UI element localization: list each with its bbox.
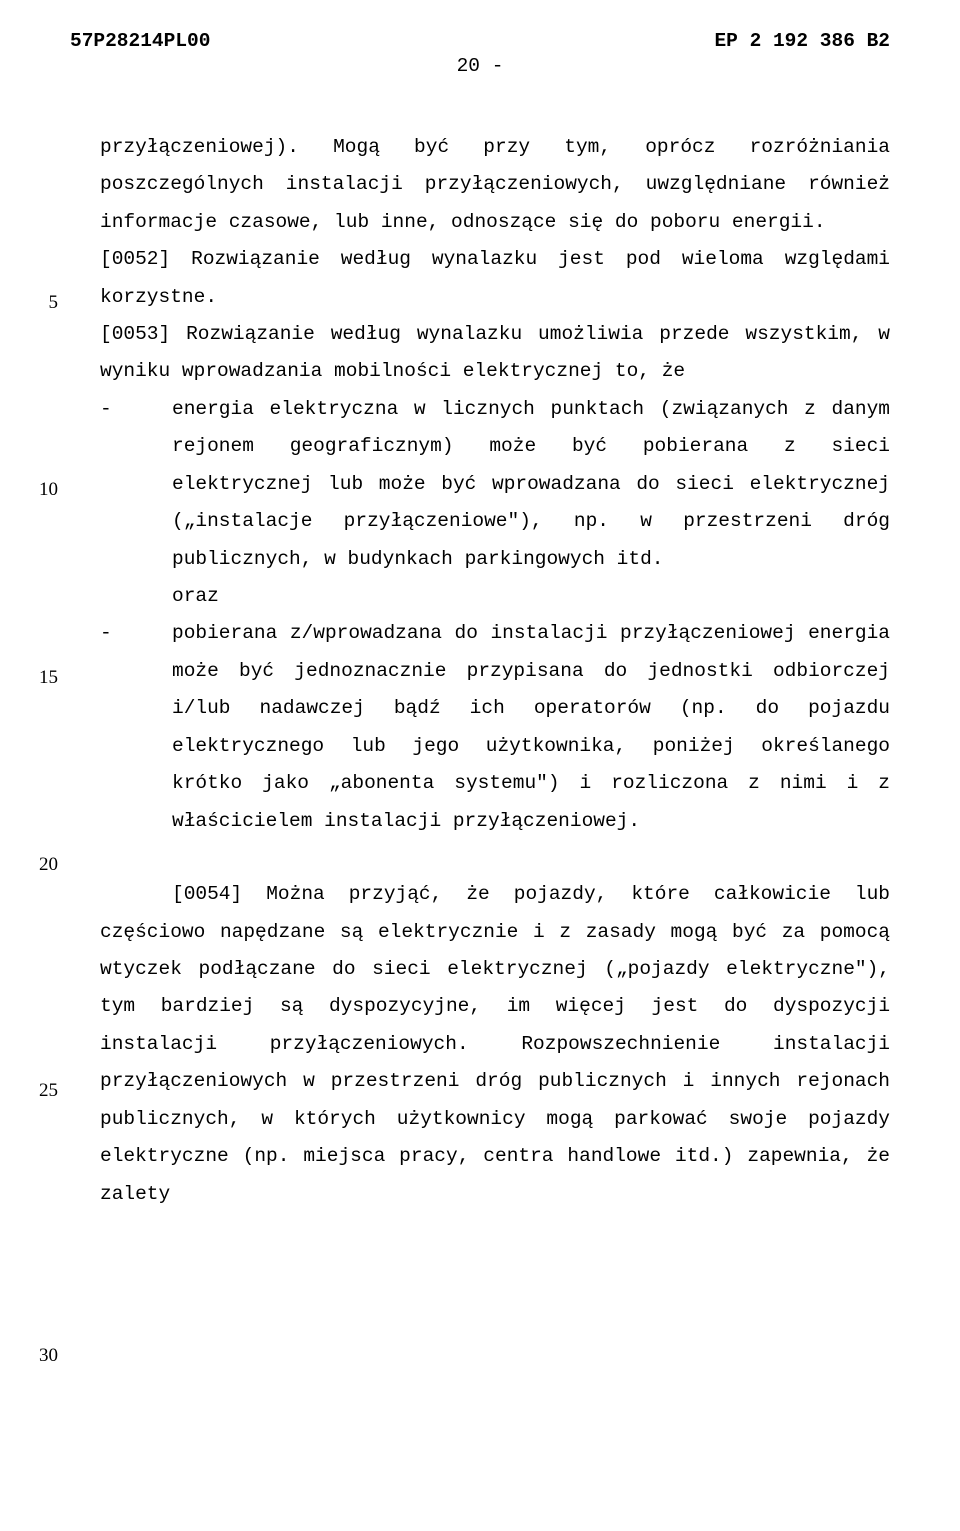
text-line: [0052] Rozwiązanie według wynalazku jest… (100, 248, 764, 270)
text-line: parkingowych itd. (465, 548, 664, 570)
paragraph-gap (100, 840, 890, 876)
text-line: częściowo napędzane są elektrycznie i z … (100, 921, 805, 943)
bullet-1-oraz: oraz (172, 578, 890, 615)
bullet-item-1: - energia elektryczna w licznych punktac… (100, 391, 890, 578)
bullet-dash-icon: - (100, 615, 172, 652)
document-header: 57P28214PL00 EP 2 192 386 B2 (70, 30, 890, 53)
line-number-5: 5 (28, 293, 58, 312)
line-number-25: 25 (28, 1081, 58, 1100)
para-0053: [0053] Rozwiązanie według wynalazku umoż… (100, 316, 890, 391)
text-line: właścicielem instalacji przyłączeniowej. (172, 810, 640, 832)
text-line: [0053] Rozwiązanie według wynalazku umoż… (100, 323, 729, 345)
page-number: 20 - (70, 55, 890, 78)
header-doc-left: 57P28214PL00 (70, 30, 210, 53)
text-line: poszczególnych instalacji przyłączeniowy… (100, 173, 786, 195)
text-line: poboru energii. (650, 211, 826, 233)
page: 57P28214PL00 EP 2 192 386 B2 20 - 5 10 1… (0, 0, 960, 1531)
text-line: „abonenta systemu") i rozliczona z nimi … (329, 772, 890, 794)
bullet-1-text: energia elektryczna w licznych punktach … (172, 391, 890, 578)
text-line: to, że (615, 360, 685, 382)
line-number-30: 30 (28, 1346, 58, 1365)
line-number-20: 20 (28, 855, 58, 874)
para-0054: [0054] Można przyjąć, że pojazdy, które … (100, 876, 890, 1213)
header-doc-right: EP 2 192 386 B2 (714, 30, 890, 53)
para-0052: [0052] Rozwiązanie według wynalazku jest… (100, 241, 890, 316)
bullet-dash-icon: - (100, 391, 172, 428)
para-0051-cont: przyłączeniowej). Mogą być przy tym, opr… (100, 129, 890, 241)
text-line: przyłączeniowej). Mogą być przy tym, opr… (100, 136, 890, 158)
text-line: pobierana z/wprowadzana do instalacji pr… (172, 622, 796, 644)
text-line: energia elektryczna w licznych punktach … (172, 398, 816, 420)
line-number-15: 15 (28, 668, 58, 687)
bullet-2-text: pobierana z/wprowadzana do instalacji pr… (172, 615, 890, 840)
body-area: przyłączeniowej). Mogą być przy tym, opr… (100, 129, 890, 1213)
bullet-item-2: - pobierana z/wprowadzana do instalacji … (100, 615, 890, 840)
line-number-10: 10 (28, 480, 58, 499)
text-line: [0054] Można przyjąć, że pojazdy, które … (172, 883, 890, 905)
